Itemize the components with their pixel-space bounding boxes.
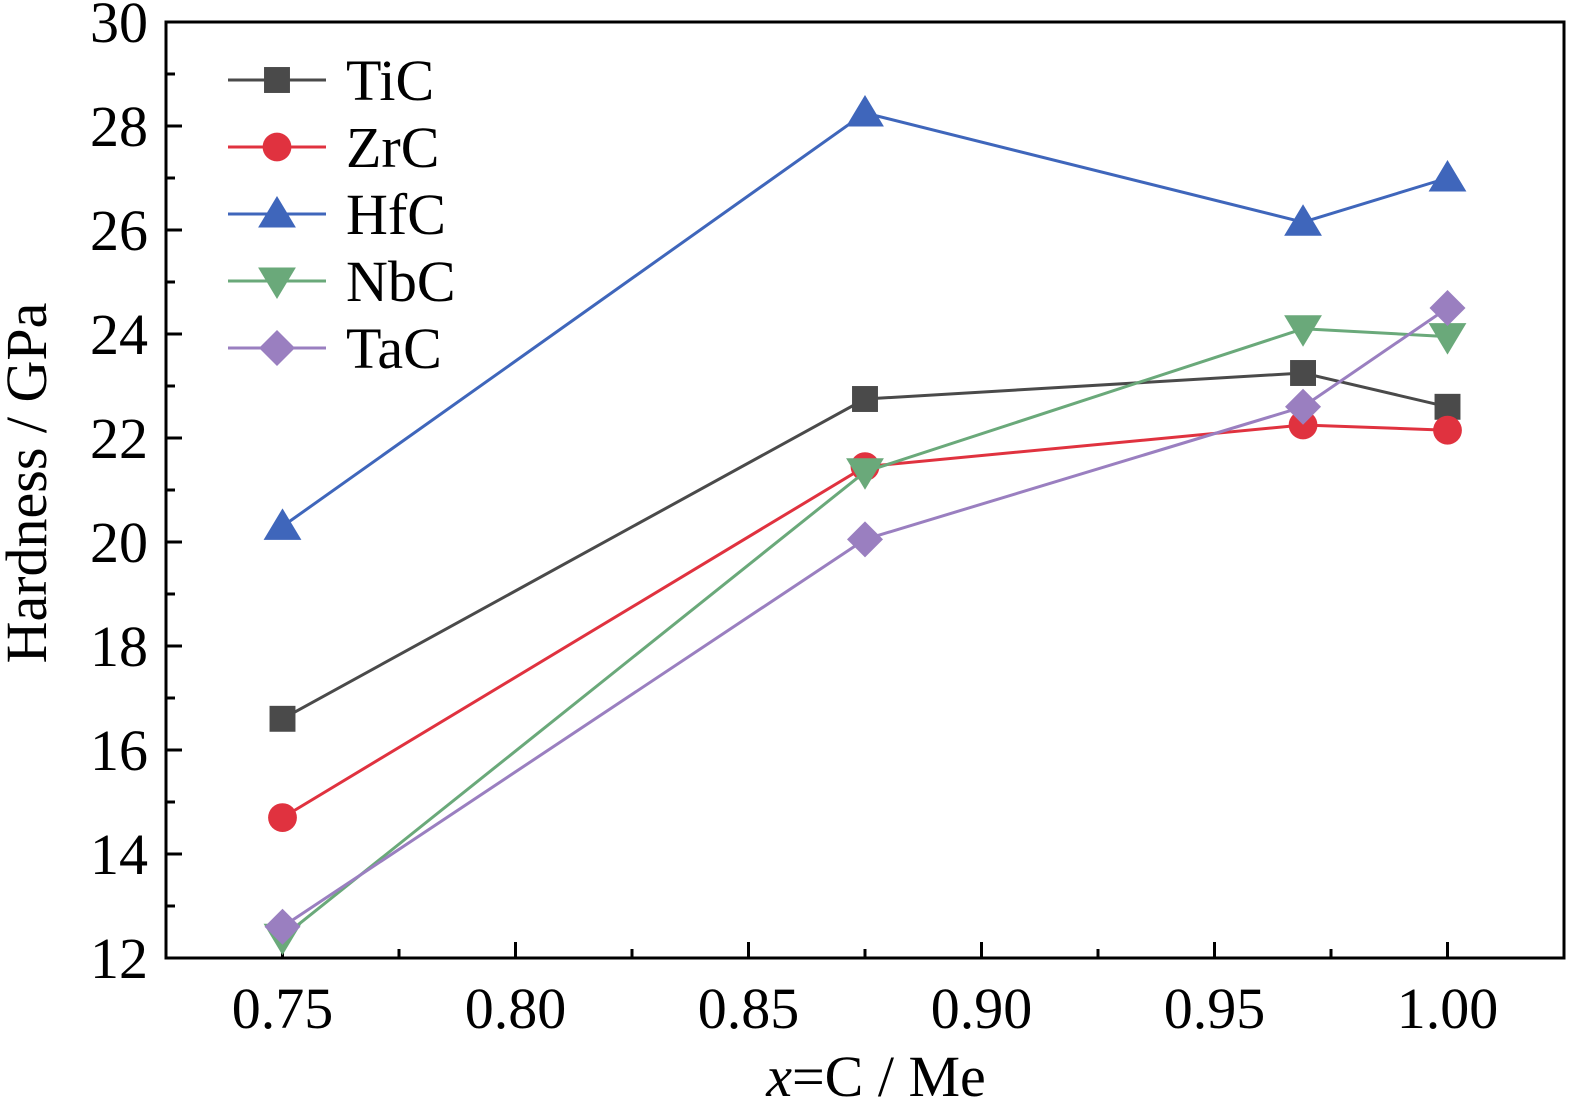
y-tick-label: 14 bbox=[90, 822, 148, 887]
data-point-zrc bbox=[1433, 415, 1462, 445]
x-tick-label: 1.00 bbox=[1397, 976, 1499, 1041]
x-tick-label: 0.75 bbox=[232, 976, 334, 1041]
data-point-tic bbox=[852, 386, 878, 412]
data-point-nbc bbox=[846, 458, 884, 490]
data-point-hfc bbox=[1284, 204, 1322, 236]
x-tick-label: 0.80 bbox=[465, 976, 567, 1041]
data-point-tic bbox=[1290, 360, 1316, 386]
series-group bbox=[263, 95, 1467, 956]
legend-label-zrc: ZrC bbox=[346, 115, 439, 180]
y-tick-label: 26 bbox=[90, 198, 148, 263]
y-tick-label: 12 bbox=[90, 926, 148, 991]
series-tac bbox=[264, 290, 1466, 945]
data-point-nbc bbox=[1428, 323, 1467, 355]
legend-label-tic: TiC bbox=[346, 48, 434, 113]
x-axis-title: x=C / Me bbox=[765, 1044, 986, 1109]
legend-label-hfc: HfC bbox=[346, 182, 446, 247]
data-point-hfc bbox=[263, 508, 302, 540]
legend-marker-hfc bbox=[258, 196, 296, 228]
legend-marker-zrc bbox=[262, 132, 292, 162]
legend-item-tac: TaC bbox=[228, 316, 442, 381]
data-point-hfc bbox=[846, 95, 884, 127]
y-tick-label: 28 bbox=[90, 94, 148, 159]
legend-item-zrc: ZrC bbox=[228, 115, 439, 180]
legend-label-tac: TaC bbox=[346, 316, 442, 381]
data-point-tac bbox=[1285, 388, 1322, 425]
axis-ticks: 0.75 0.80 0.85 0.90 0.95 1.00 12 14 16 18 20 22 24 26… bbox=[90, 0, 1498, 1041]
data-point-nbc bbox=[1284, 315, 1322, 347]
series-line-zrc bbox=[281, 423, 1448, 819]
series-line-tac bbox=[281, 306, 1449, 929]
data-point-zrc bbox=[268, 803, 297, 832]
legend-item-hfc: HfC bbox=[228, 182, 446, 247]
series-tic bbox=[269, 360, 1461, 732]
legend-marker-tac bbox=[259, 330, 295, 366]
legend-marker-nbc bbox=[258, 267, 296, 299]
series-line-nbc bbox=[281, 327, 1448, 939]
series-hfc bbox=[263, 95, 1467, 540]
legend-label-nbc: NbC bbox=[346, 249, 456, 314]
series-line-hfc bbox=[281, 111, 1448, 528]
data-point-tac bbox=[264, 908, 301, 945]
data-point-tic bbox=[1434, 393, 1461, 420]
y-tick-label: 16 bbox=[90, 718, 148, 783]
x-axis-title-variable: x bbox=[765, 1044, 792, 1109]
x-tick-label: 0.90 bbox=[931, 976, 1033, 1041]
x-axis-title-rest: =C / Me bbox=[792, 1044, 986, 1109]
y-tick-label: 18 bbox=[90, 614, 148, 679]
data-point-hfc bbox=[1428, 160, 1467, 192]
series-line-tic bbox=[281, 371, 1448, 721]
y-tick-label: 20 bbox=[90, 510, 148, 575]
y-tick-label: 24 bbox=[90, 302, 148, 367]
legend-item-nbc: NbC bbox=[228, 249, 456, 314]
legend-marker-tic bbox=[264, 67, 290, 93]
data-point-zrc bbox=[1288, 410, 1318, 440]
data-point-tic bbox=[269, 705, 296, 732]
y-tick-label: 30 bbox=[90, 0, 148, 55]
data-point-tac bbox=[847, 521, 883, 558]
x-tick-label: 0.85 bbox=[698, 976, 800, 1041]
x-tick-label: 0.95 bbox=[1164, 976, 1266, 1041]
legend-item-tic: TiC bbox=[228, 48, 434, 113]
y-tick-label: 22 bbox=[90, 406, 148, 471]
y-axis-title: Hardness / GPa bbox=[0, 303, 59, 664]
data-point-tac bbox=[1429, 290, 1466, 326]
